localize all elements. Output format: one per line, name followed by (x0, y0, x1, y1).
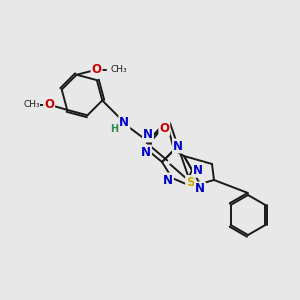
Text: S: S (186, 176, 194, 189)
Text: O: O (159, 122, 169, 135)
Text: O: O (44, 98, 54, 111)
Text: N: N (119, 116, 129, 129)
Text: N: N (141, 146, 151, 158)
Text: N: N (193, 164, 203, 176)
Text: H: H (110, 124, 118, 134)
Text: N: N (143, 128, 153, 142)
Text: O: O (92, 63, 102, 76)
Text: N: N (163, 173, 173, 187)
Text: CH₃: CH₃ (23, 100, 40, 109)
Text: N: N (193, 164, 203, 176)
Text: N: N (195, 182, 205, 196)
Text: N: N (173, 140, 183, 152)
Text: CH₃: CH₃ (111, 65, 127, 74)
